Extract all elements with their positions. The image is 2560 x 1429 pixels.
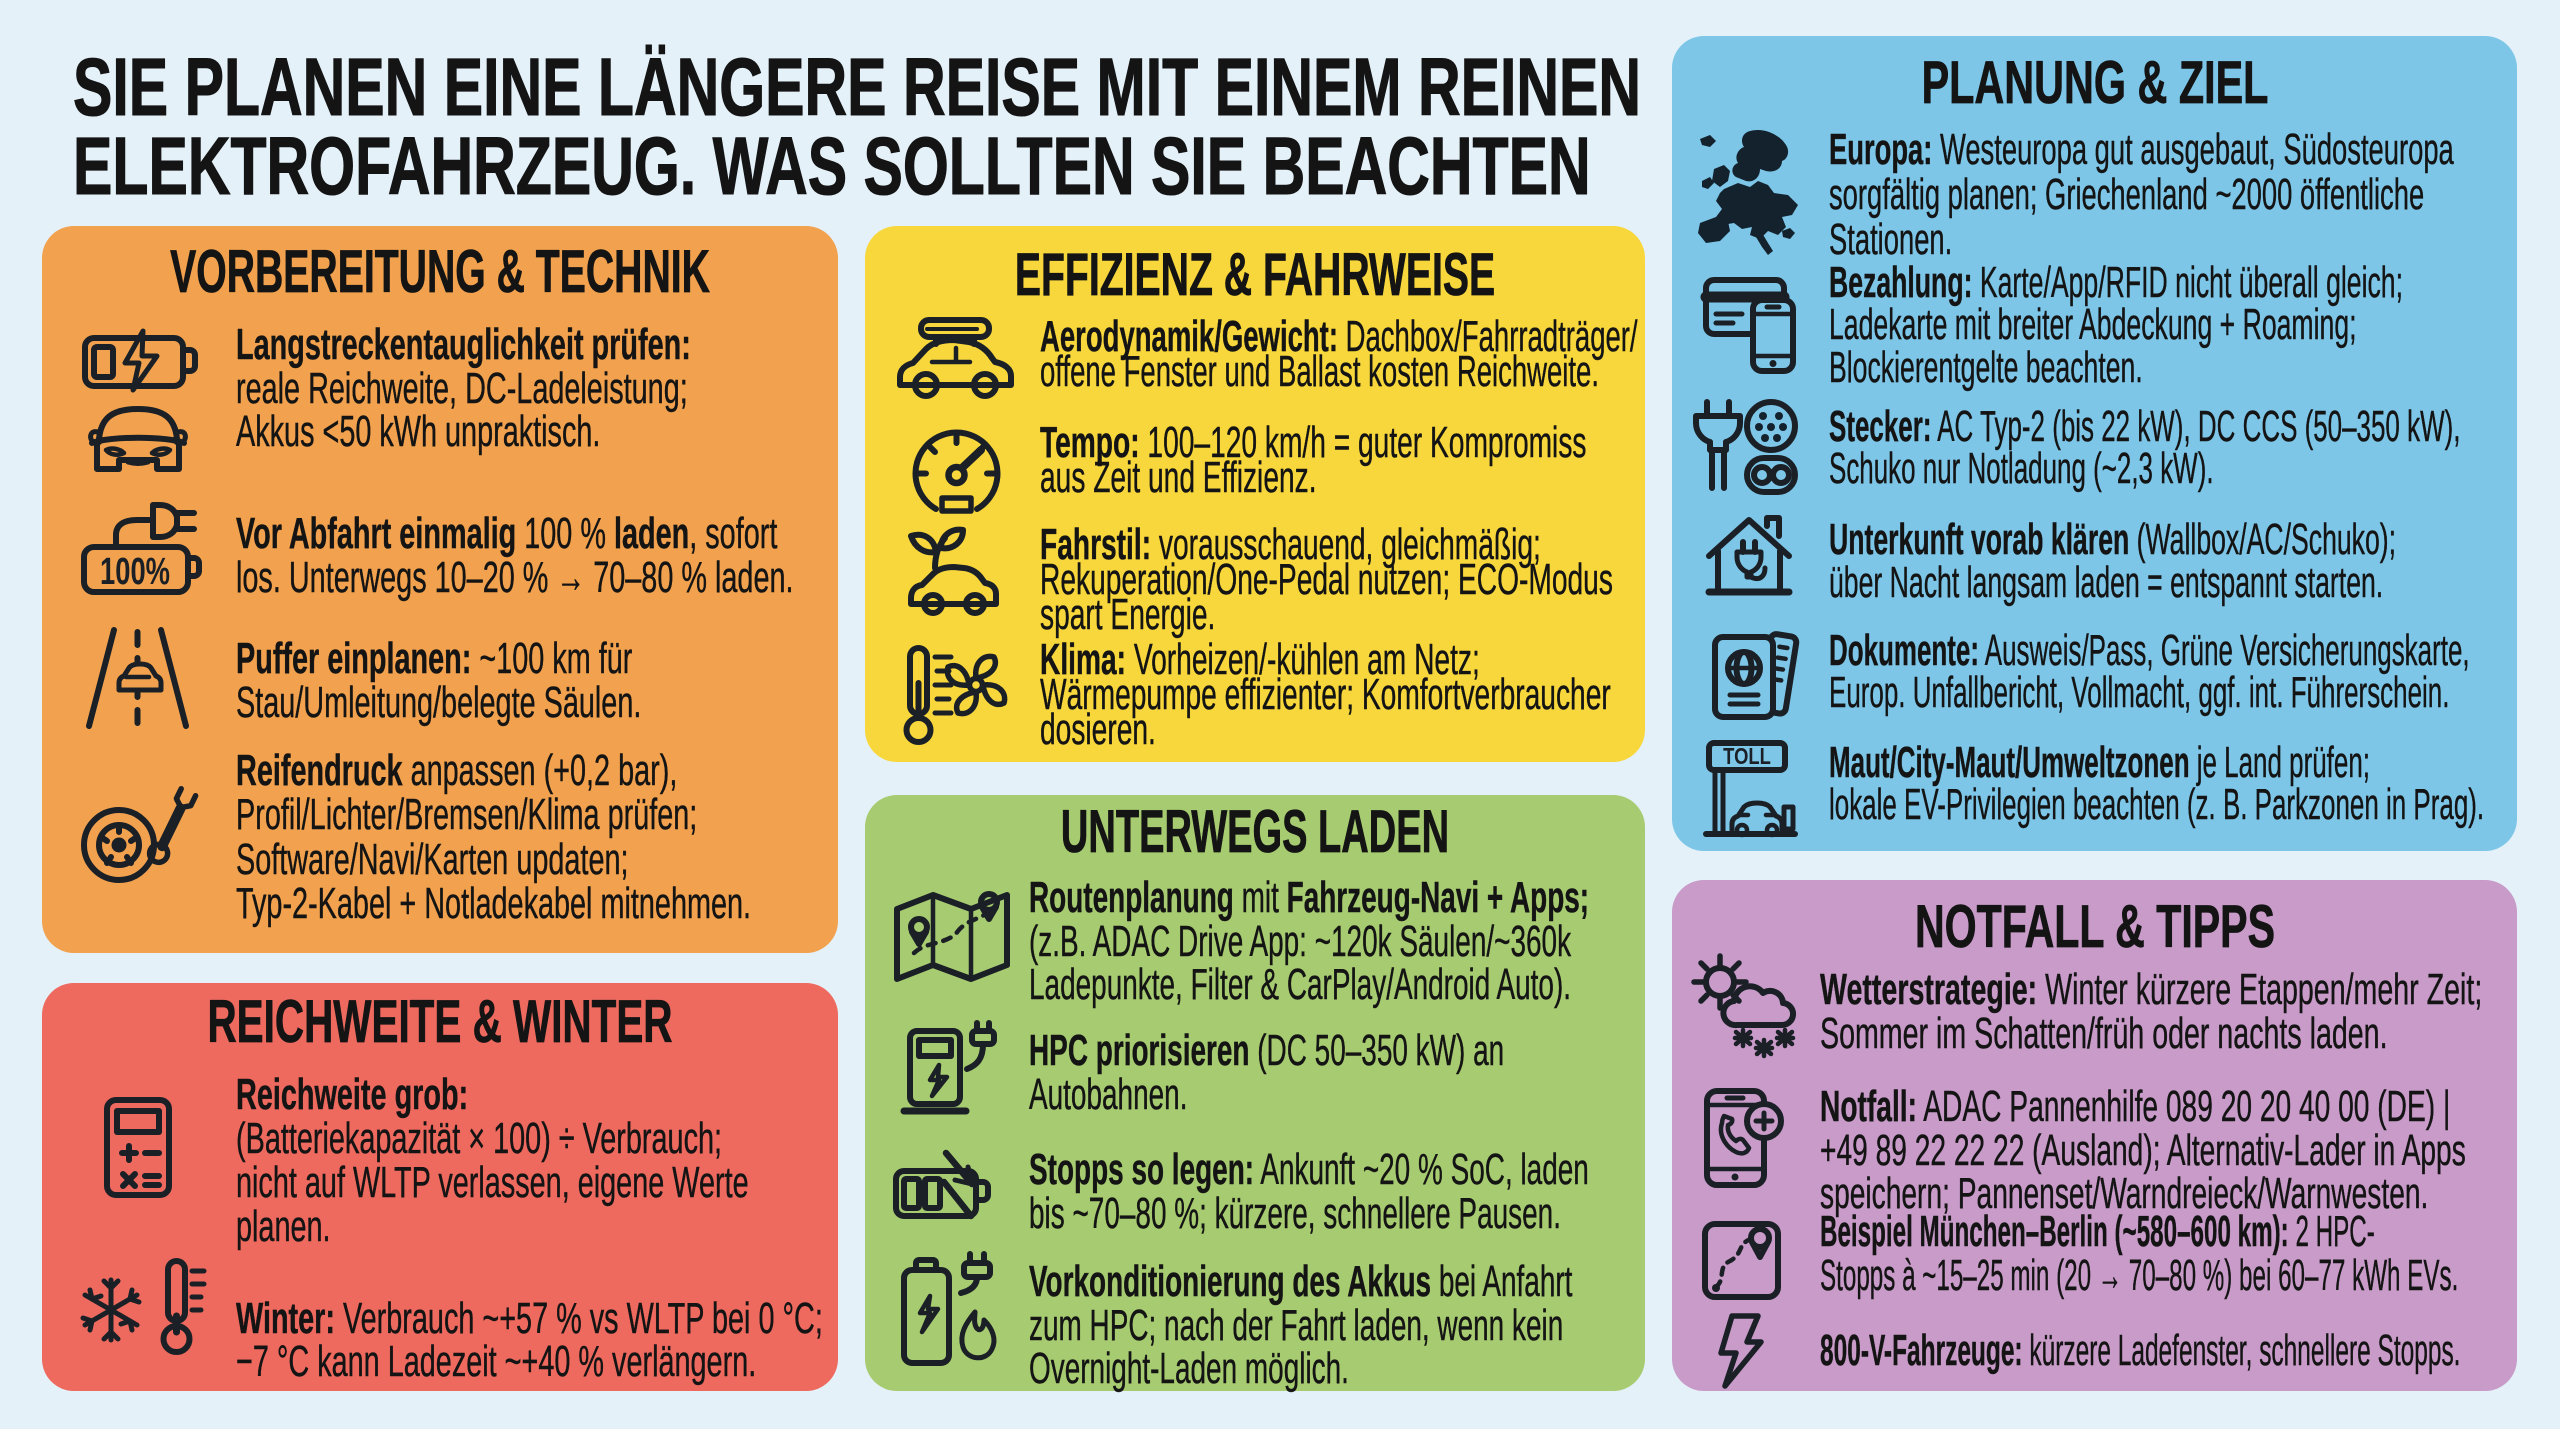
svg-text:100%: 100%: [100, 551, 170, 593]
svg-text:TOLL: TOLL: [1723, 744, 1771, 769]
